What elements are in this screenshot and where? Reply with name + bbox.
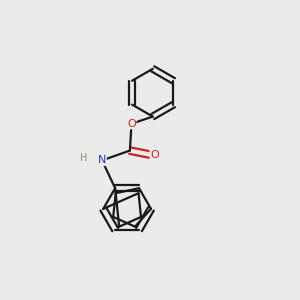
Text: O: O (150, 151, 159, 160)
Text: O: O (127, 119, 136, 129)
Text: N: N (98, 155, 106, 165)
Text: H: H (80, 153, 88, 163)
